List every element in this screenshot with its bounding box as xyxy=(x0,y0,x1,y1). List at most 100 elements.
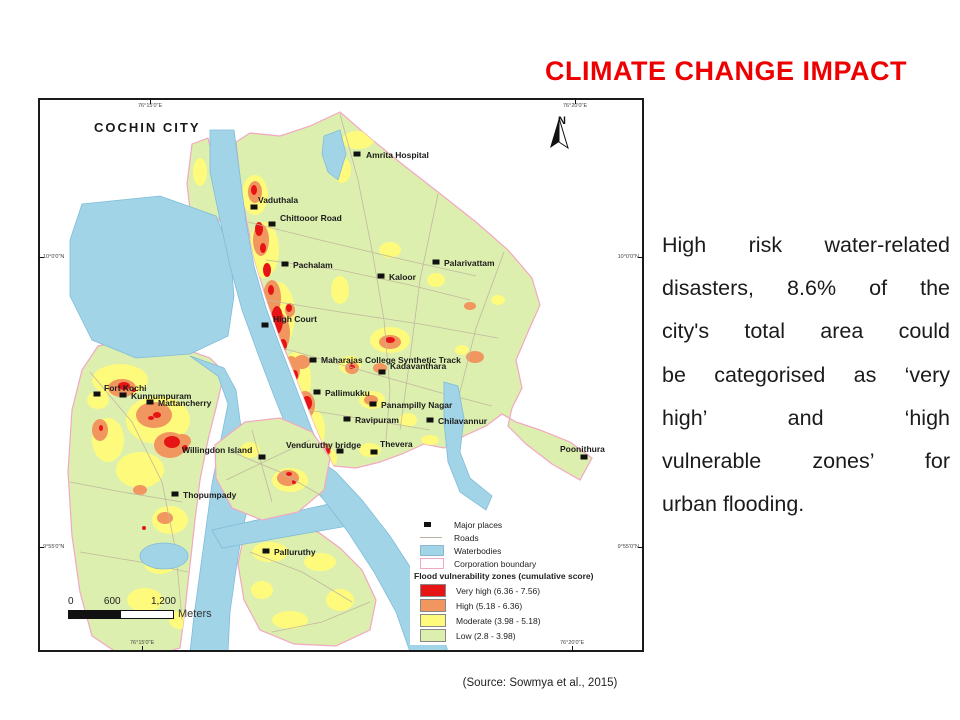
place-label: Kunnumpuram xyxy=(131,391,192,401)
legend-zone-item: Low (2.8 - 3.98) xyxy=(414,628,642,643)
places-layer: Amrita Hospital Vaduthala Chittooor Road Pa… xyxy=(93,150,605,557)
map-place: Pallimukku xyxy=(313,388,370,398)
graticule-tick xyxy=(38,257,44,258)
place-marker-icon xyxy=(119,392,127,398)
graticule-label: 9°55'0"N xyxy=(617,544,639,550)
map-place: Ravipuram xyxy=(343,415,399,425)
place-marker-icon xyxy=(93,391,101,397)
scale-bar: 0 600 1,200 Meters xyxy=(68,596,238,620)
legend-zone-label: Very high (6.36 - 7.56) xyxy=(456,585,541,596)
place-marker-icon xyxy=(146,399,154,405)
place-marker-icon xyxy=(378,369,386,375)
place-label: Panampilly Nagar xyxy=(381,400,453,410)
map-place: Maharajas College Synthetic Track xyxy=(309,355,461,365)
map-place: Kunnumpuram xyxy=(119,391,192,401)
map-place: Kaloor xyxy=(377,272,417,282)
scale-numbers: 0 600 1,200 xyxy=(68,596,176,607)
graticule-label: 10°0'0"N xyxy=(43,254,65,260)
place-label: Chilavannur xyxy=(438,416,488,426)
graticule-tick xyxy=(142,646,143,652)
place-marker-icon xyxy=(268,221,276,227)
place-label: Maharajas College Synthetic Track xyxy=(321,355,461,365)
legend-zones-title: Flood vulnerability zones (cumulative sc… xyxy=(414,571,594,581)
place-marker-icon xyxy=(369,401,377,407)
graticule-tick xyxy=(150,98,151,104)
place-label: Thevera xyxy=(380,439,413,449)
place-marker-icon xyxy=(281,261,289,267)
place-label: Palarivattam xyxy=(444,258,495,268)
legend-zone-label: High (5.18 - 6.36) xyxy=(456,600,523,611)
map-place: Thopumpady xyxy=(171,490,237,500)
place-label: Palluruthy xyxy=(274,547,316,557)
legend-item-label: Corporation boundary xyxy=(454,558,537,569)
place-label: Pallimukku xyxy=(325,388,370,398)
graticule-label: 76°15'0"E xyxy=(130,640,155,646)
place-label: Kadavanthara xyxy=(390,361,446,371)
graticule-label: 10°0'0"N xyxy=(617,254,639,260)
graticule-tick xyxy=(572,646,573,652)
scale-unit: Meters xyxy=(178,608,212,620)
map-place: Poonithura xyxy=(560,444,605,460)
place-marker-icon xyxy=(261,322,269,328)
map-place: Pachalam xyxy=(281,260,333,270)
legend-swatch xyxy=(420,558,444,569)
map-place: Palluruthy xyxy=(262,547,316,557)
map-place: Fort Kochi xyxy=(93,383,147,397)
place-label: Pachalam xyxy=(293,260,333,270)
graticule-label: 76°20'0"E xyxy=(563,103,588,109)
body-text-line: High risk water-related xyxy=(662,233,950,257)
scale-tick-label: 1,200 xyxy=(150,596,176,607)
legend-item-label: Roads xyxy=(454,532,479,543)
cochin-city-map: Amrita Hospital Vaduthala Chittooor Road Pa… xyxy=(38,98,644,652)
legend-zone-swatch xyxy=(420,629,446,642)
body-text-line: vulnerable zones’ for xyxy=(662,449,950,474)
place-marker-icon xyxy=(309,357,317,363)
legend-zone-label: Low (2.8 - 3.98) xyxy=(456,630,516,641)
scale-bar-graphic xyxy=(68,609,174,619)
map-place: Thevera xyxy=(370,439,413,455)
place-label: Thopumpady xyxy=(183,490,237,500)
map-legend: Major places Roads Waterbodies Corporation … xyxy=(410,516,642,645)
place-label: Amrita Hospital xyxy=(366,150,429,160)
map-drawing: Amrita Hospital Vaduthala Chittooor Road Pa… xyxy=(67,111,605,650)
place-label: Fort Kochi xyxy=(104,383,147,393)
map-place: Panampilly Nagar xyxy=(369,400,453,410)
body-text-line: be categorised as ‘very xyxy=(662,362,950,387)
map-title: COCHIN CITY xyxy=(94,120,201,135)
legend-item: Corporation boundary xyxy=(414,557,642,570)
legend-zone-item: High (5.18 - 6.36) xyxy=(414,598,642,613)
legend-swatch xyxy=(420,537,444,538)
place-label: High Court xyxy=(273,314,317,324)
source-citation: (Source: Sowmya et al., 2015) xyxy=(462,677,618,689)
place-marker-icon xyxy=(313,389,321,395)
place-marker-icon xyxy=(262,548,270,554)
legend-zone-item: Moderate (3.98 - 5.18) xyxy=(414,613,642,628)
graticule-label: 76°20'0"E xyxy=(560,640,585,646)
map-place: Chittooor Road xyxy=(268,213,342,227)
legend-item-label: Major places xyxy=(454,519,503,530)
body-text-line: city's total area could xyxy=(662,319,950,344)
land-polygons xyxy=(67,111,593,650)
place-label: Poonithura xyxy=(560,444,605,454)
legend-item-label: Waterbodies xyxy=(454,545,502,556)
legend-swatch xyxy=(420,545,444,556)
body-text-line: high’ and ‘high xyxy=(662,405,950,430)
graticule-tick xyxy=(575,98,576,104)
map-place: Palarivattam xyxy=(432,258,495,268)
legend-item: Roads xyxy=(414,531,642,544)
roads xyxy=(69,113,505,633)
graticule-label: 9°55'0"N xyxy=(43,544,65,550)
map-place: High Court xyxy=(261,314,317,328)
scale-tick-label: 600 xyxy=(103,596,121,607)
scale-tick-label: 0 xyxy=(68,596,74,607)
legend-zone-item: Very high (6.36 - 7.56) xyxy=(414,583,642,598)
place-marker-icon xyxy=(377,273,385,279)
place-label: Kaloor xyxy=(389,272,417,282)
place-label: Vaduthala xyxy=(258,195,298,205)
place-label: Venduruthy bridge xyxy=(286,440,361,450)
place-marker-icon xyxy=(432,259,440,265)
place-label: Chittooor Road xyxy=(280,213,342,223)
map-place: Vaduthala xyxy=(250,195,298,210)
map-place: Amrita Hospital xyxy=(353,150,429,160)
north-arrow: N xyxy=(548,116,576,150)
